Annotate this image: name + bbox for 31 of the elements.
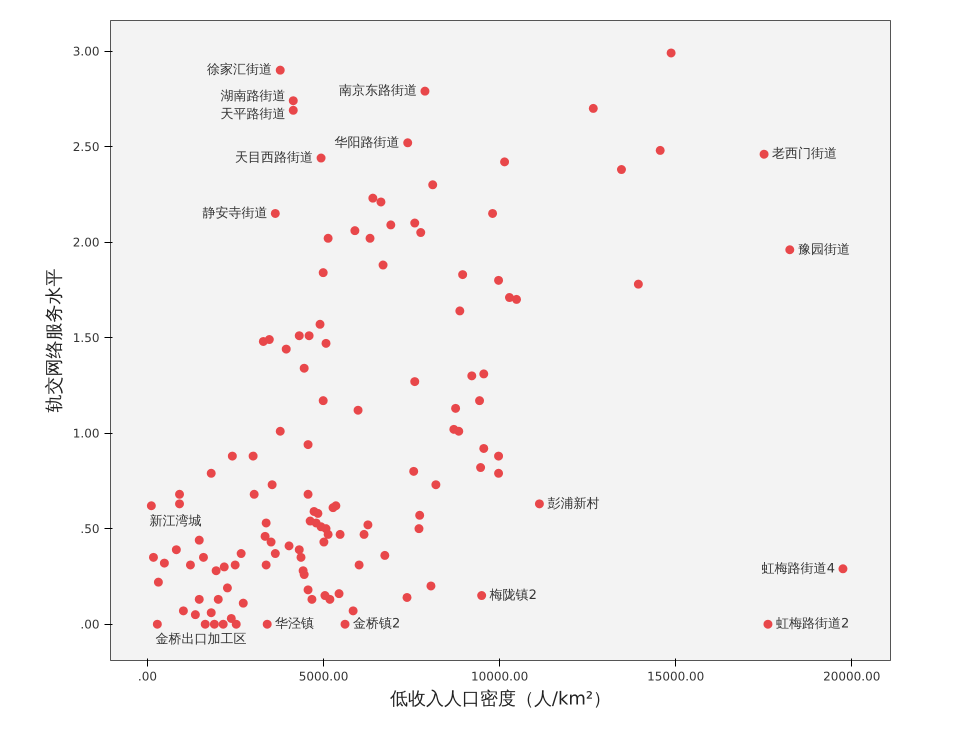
annotation: 豫园街道: [798, 242, 850, 258]
annotation: 虹梅路街道2: [776, 616, 850, 632]
x-tick-label: 5000.00: [298, 670, 348, 684]
annotation: 虹梅路街道4: [762, 561, 835, 576]
annotation: 老西门街道: [772, 146, 838, 162]
x-tick-label: .00: [138, 670, 158, 684]
y-tick-label: 2.50: [72, 140, 100, 154]
annotation: 华泾镇: [275, 616, 314, 632]
y-axis-title: 轨交网络服务水平: [44, 268, 65, 412]
annotation: 金桥出口加工区: [155, 632, 246, 648]
y-tick-label: .50: [80, 522, 100, 536]
annotation: 金桥镇2: [353, 616, 400, 632]
x-tick-label: 10000.00: [470, 670, 528, 684]
annotation: 彭浦新村: [547, 496, 600, 512]
annotation: 华阳路街道: [334, 135, 400, 150]
annotation: 静安寺街道: [202, 204, 268, 221]
y-tick-label: .00: [80, 618, 100, 632]
annotation: 天目西路街道: [235, 150, 314, 166]
x-tick-label: 15000.00: [647, 670, 704, 684]
annotation: 新江湾城: [149, 512, 202, 529]
annotation: 天平路街道: [220, 106, 286, 122]
x-tick-label: 20000.00: [823, 670, 880, 684]
annotation: 南京东路街道: [338, 84, 417, 99]
annotation: 湖南路街道: [220, 89, 286, 104]
x-axis-title: 低收入人口密度（人/km²）: [390, 688, 612, 710]
annotation: 徐家汇街道: [207, 62, 272, 78]
annotation: 梅陇镇2: [488, 588, 537, 604]
y-tick-label: 1.50: [72, 331, 100, 346]
y-tick-label: 2.00: [72, 236, 100, 250]
y-tick-label: 1.00: [72, 426, 100, 441]
y-tick-label: 3.00: [72, 44, 100, 59]
